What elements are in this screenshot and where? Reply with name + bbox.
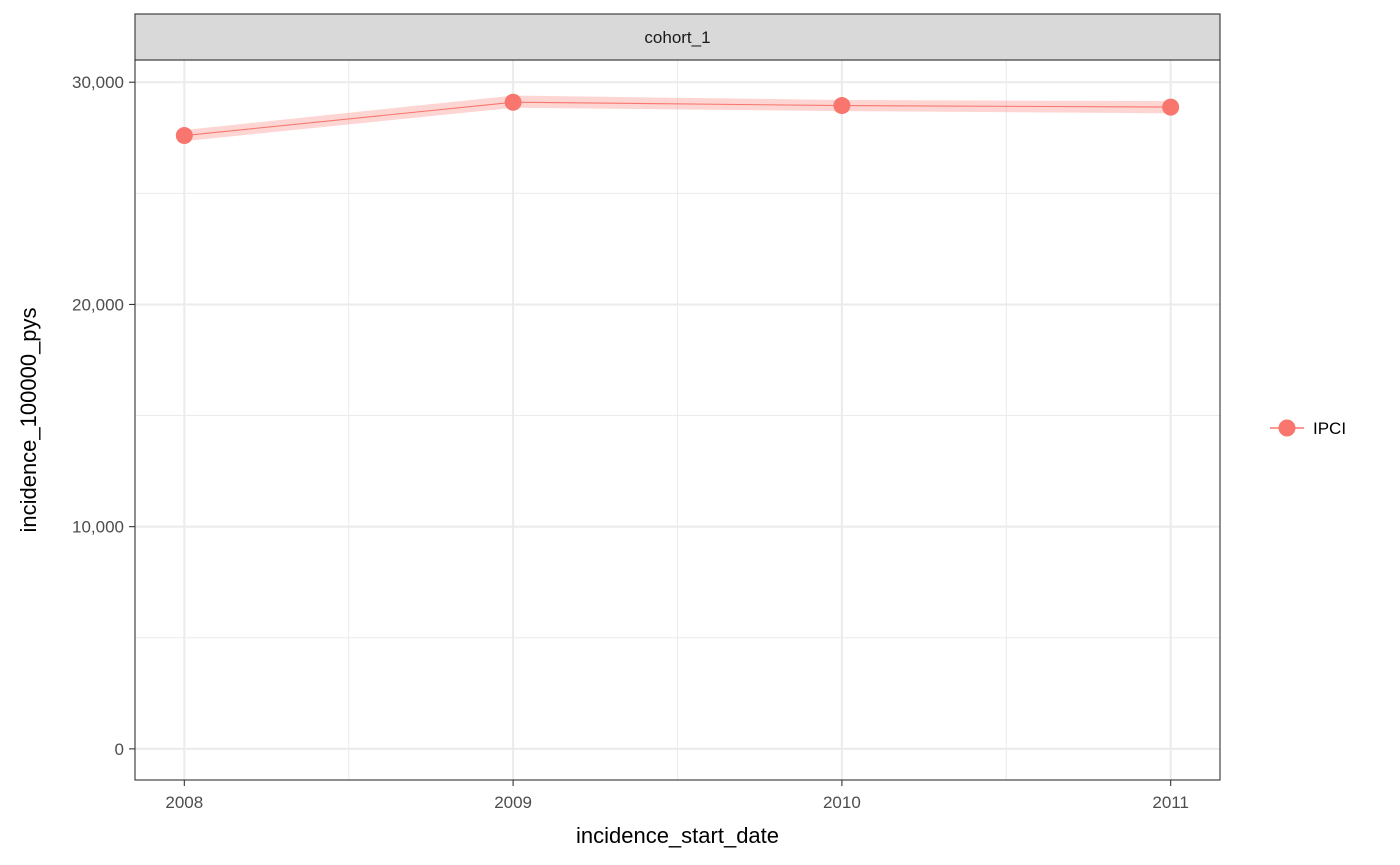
data-point — [833, 97, 851, 115]
confidence-ribbons — [184, 95, 1171, 142]
confidence-ribbon — [184, 95, 1171, 142]
legend-label: IPCI — [1313, 419, 1346, 438]
series-lines — [184, 101, 1171, 137]
x-axis: 2008 2009 2010 2011 — [165, 780, 1189, 812]
legend-key-point — [1278, 419, 1296, 437]
major-gridlines — [135, 60, 1220, 780]
x-tick-label: 2010 — [823, 793, 861, 812]
y-tick-label: 10,000 — [72, 518, 124, 537]
minor-gridlines — [135, 60, 1220, 780]
facet-label: cohort_1 — [644, 28, 710, 47]
facet-strip-background — [134, 13, 1221, 61]
y-axis-title: incidence_100000_pys — [16, 307, 41, 532]
legend: IPCI — [1270, 419, 1346, 438]
series-points — [175, 93, 1180, 145]
x-tick-label: 2008 — [165, 793, 203, 812]
y-tick-label: 30,000 — [72, 73, 124, 92]
y-tick-label: 0 — [115, 740, 124, 759]
data-point — [1162, 98, 1180, 116]
facet-strip: cohort_1 — [134, 13, 1221, 61]
y-tick-label: 20,000 — [72, 295, 124, 314]
x-tick-label: 2009 — [494, 793, 532, 812]
series-line — [184, 101, 1171, 137]
y-axis: 0 10,000 20,000 30,000 — [72, 73, 135, 759]
data-point — [504, 93, 522, 111]
data-point — [175, 127, 193, 145]
x-tick-label: 2011 — [1152, 793, 1189, 812]
x-axis-title: incidence_start_date — [576, 823, 779, 848]
